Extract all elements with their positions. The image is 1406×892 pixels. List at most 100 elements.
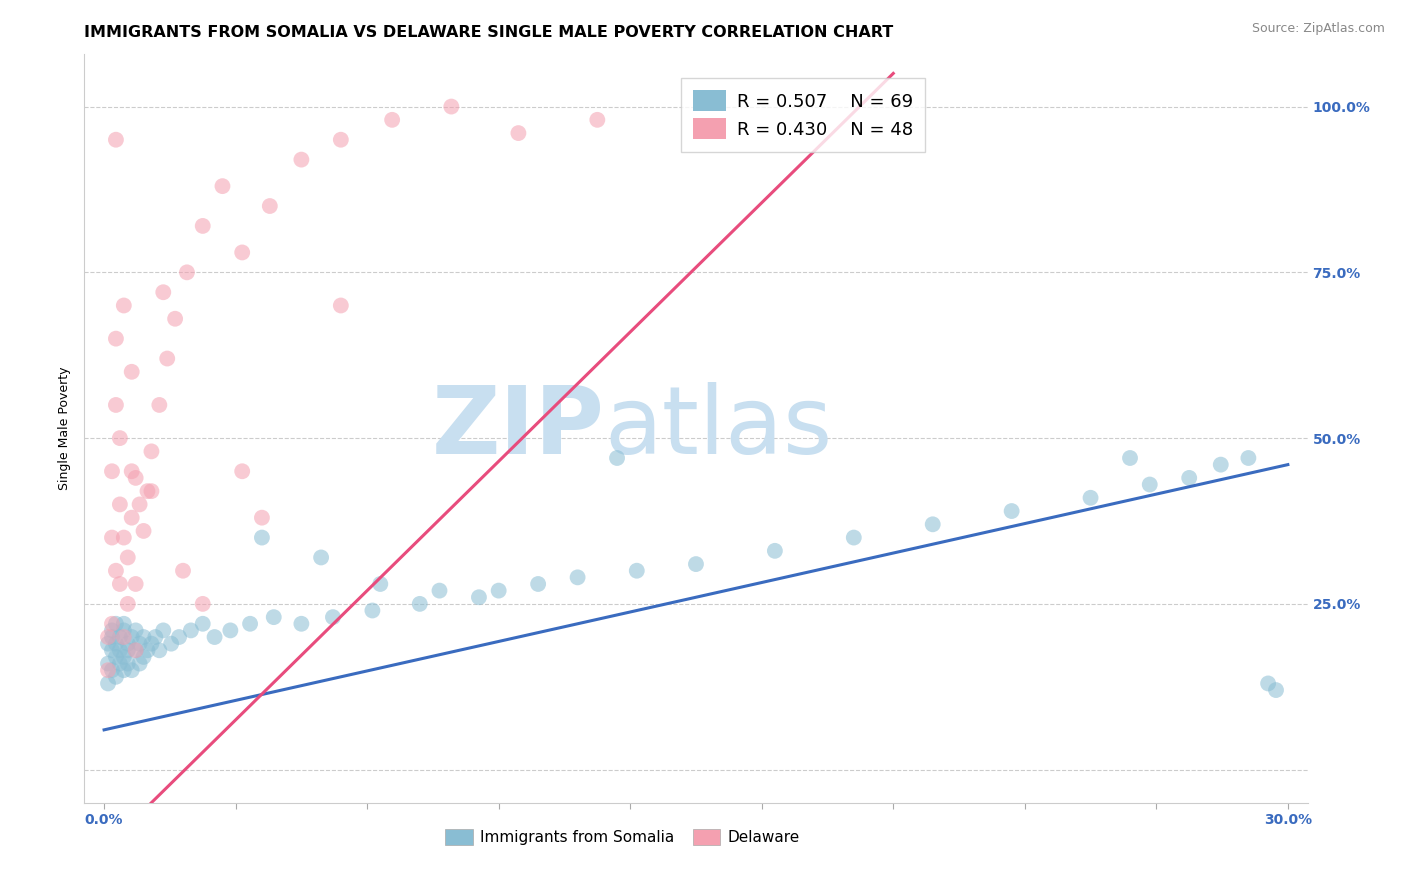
Point: [468, 591, 491, 605]
Point: [132, 649, 155, 664]
Point: [1209, 458, 1232, 472]
Y-axis label: Single Male Poverty: Single Male Poverty: [58, 367, 72, 490]
Point: [368, 577, 391, 591]
Point: [124, 643, 146, 657]
Point: [124, 643, 146, 657]
Point: [97, 676, 120, 690]
Point: [117, 643, 139, 657]
Point: [231, 464, 253, 478]
Point: [136, 484, 159, 499]
Point: [263, 610, 285, 624]
Point: [101, 464, 124, 478]
Point: [921, 517, 943, 532]
Point: [191, 597, 214, 611]
Point: [97, 657, 120, 671]
Point: [121, 663, 143, 677]
Point: [104, 649, 127, 664]
Point: [409, 597, 432, 611]
Point: [586, 112, 609, 127]
Point: [108, 643, 131, 657]
Point: [112, 616, 135, 631]
Point: [128, 637, 150, 651]
Point: [132, 524, 155, 538]
Point: [112, 624, 135, 638]
Point: [112, 663, 135, 677]
Point: [152, 624, 174, 638]
Point: [488, 583, 510, 598]
Point: [108, 630, 131, 644]
Point: [141, 484, 163, 499]
Point: [104, 616, 127, 631]
Point: [842, 531, 865, 545]
Point: [101, 624, 124, 638]
Text: atlas: atlas: [605, 382, 832, 475]
Point: [121, 510, 143, 524]
Point: [132, 630, 155, 644]
Point: [1080, 491, 1102, 505]
Point: [1001, 504, 1024, 518]
Point: [97, 637, 120, 651]
Point: [290, 616, 312, 631]
Point: [104, 670, 127, 684]
Point: [440, 99, 463, 113]
Point: [141, 637, 163, 651]
Point: [112, 531, 135, 545]
Point: [117, 597, 139, 611]
Point: [211, 179, 233, 194]
Point: [101, 643, 124, 657]
Point: [108, 497, 131, 511]
Point: [97, 630, 120, 644]
Point: [172, 564, 194, 578]
Point: [239, 616, 262, 631]
Point: [290, 153, 312, 167]
Point: [527, 577, 550, 591]
Point: [1139, 477, 1161, 491]
Point: [117, 637, 139, 651]
Text: ZIP: ZIP: [432, 382, 605, 475]
Point: [231, 245, 253, 260]
Point: [112, 649, 135, 664]
Point: [204, 630, 226, 644]
Point: [176, 265, 198, 279]
Point: [104, 398, 127, 412]
Point: [124, 471, 146, 485]
Point: [117, 657, 139, 671]
Point: [101, 663, 124, 677]
Point: [128, 657, 150, 671]
Point: [97, 663, 120, 677]
Point: [259, 199, 281, 213]
Point: [322, 610, 344, 624]
Point: [145, 630, 167, 644]
Point: [1237, 450, 1260, 465]
Point: [101, 616, 124, 631]
Point: [219, 624, 242, 638]
Point: [101, 630, 124, 644]
Point: [329, 133, 352, 147]
Point: [112, 630, 135, 644]
Point: [606, 450, 628, 465]
Point: [124, 624, 146, 638]
Point: [136, 643, 159, 657]
Point: [180, 624, 202, 638]
Point: [191, 616, 214, 631]
Point: [191, 219, 214, 233]
Point: [361, 603, 384, 617]
Point: [112, 298, 135, 312]
Point: [117, 550, 139, 565]
Point: [250, 510, 273, 524]
Text: IMMIGRANTS FROM SOMALIA VS DELAWARE SINGLE MALE POVERTY CORRELATION CHART: IMMIGRANTS FROM SOMALIA VS DELAWARE SING…: [84, 25, 894, 40]
Point: [104, 564, 127, 578]
Point: [763, 544, 786, 558]
Point: [160, 637, 183, 651]
Point: [124, 577, 146, 591]
Point: [165, 311, 187, 326]
Point: [1257, 676, 1279, 690]
Point: [329, 298, 352, 312]
Point: [108, 657, 131, 671]
Point: [101, 531, 124, 545]
Point: [121, 630, 143, 644]
Point: [167, 630, 190, 644]
Point: [1265, 683, 1288, 698]
Point: [141, 444, 163, 458]
Legend: Immigrants from Somalia, Delaware: Immigrants from Somalia, Delaware: [439, 822, 806, 851]
